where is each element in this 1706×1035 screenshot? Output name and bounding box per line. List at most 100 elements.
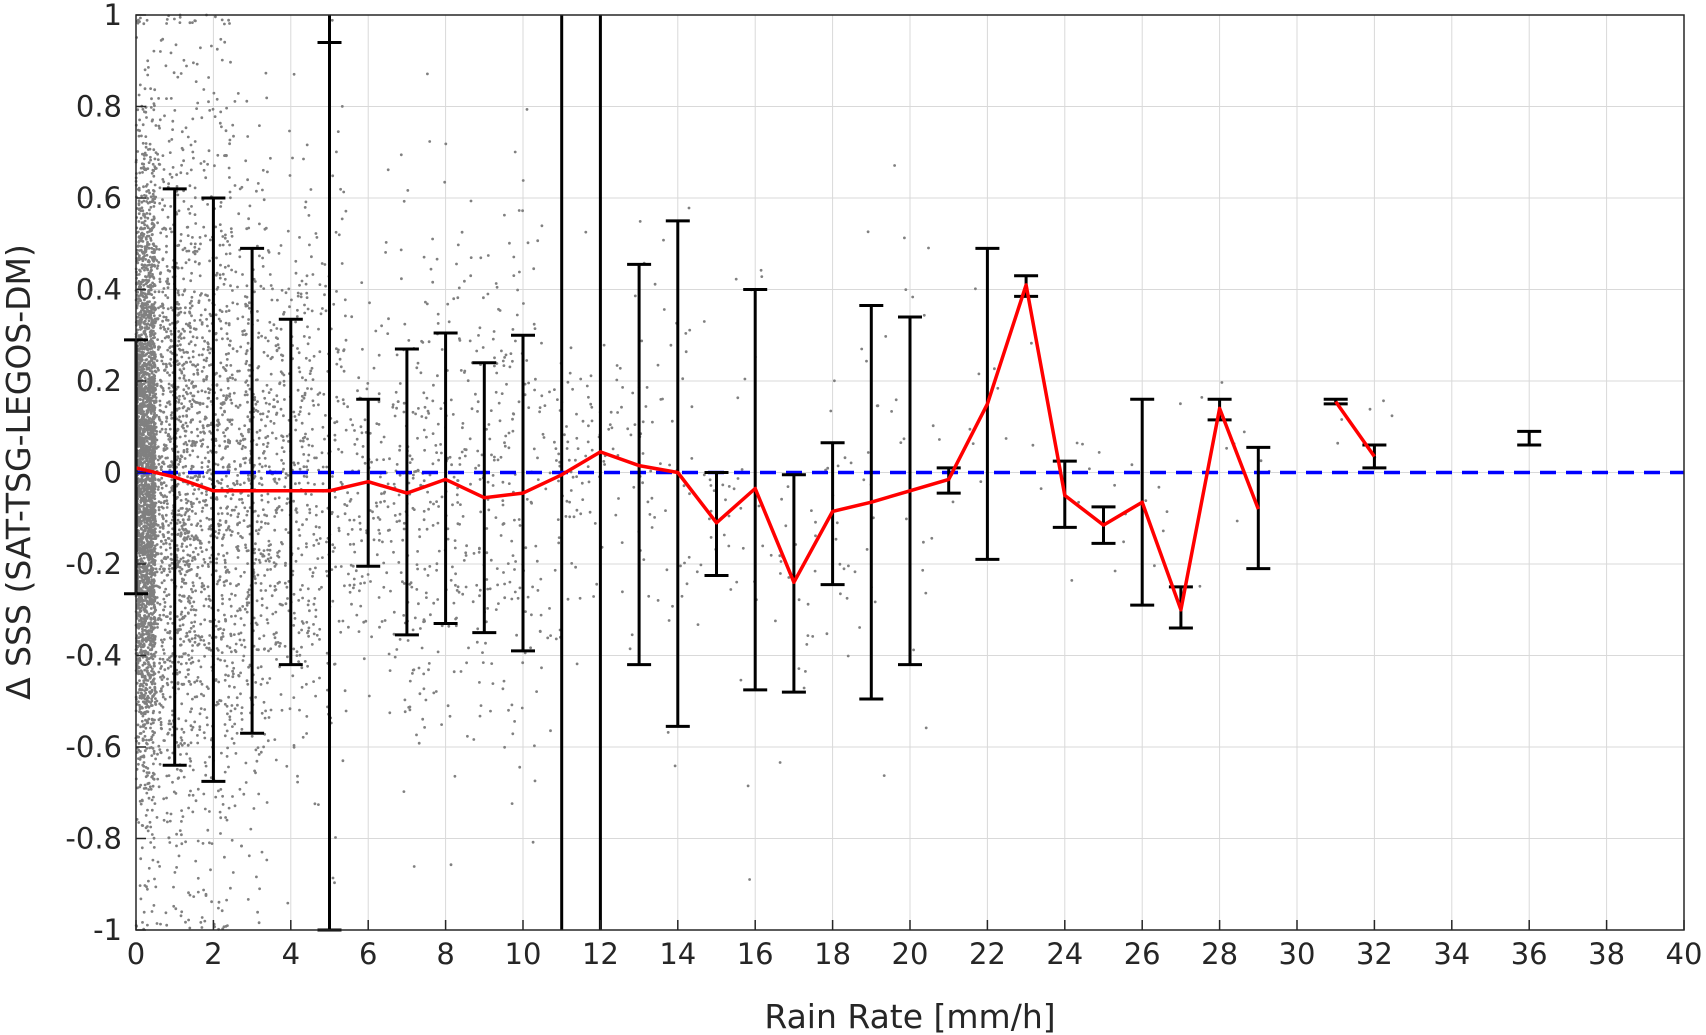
scatter-point <box>189 467 193 471</box>
scatter-point <box>138 118 142 122</box>
scatter-point <box>152 216 156 220</box>
scatter-point <box>136 625 140 629</box>
scatter-point <box>221 465 225 469</box>
scatter-point <box>151 255 155 259</box>
scatter-point <box>269 419 273 423</box>
scatter-point <box>175 173 179 177</box>
scatter-point <box>144 404 148 408</box>
scatter-point <box>224 618 227 621</box>
scatter-point <box>256 182 260 185</box>
scatter-point <box>152 661 156 665</box>
scatter-point <box>159 751 163 755</box>
scatter-point <box>151 784 155 788</box>
scatter-point <box>166 631 170 634</box>
scatter-point <box>139 492 143 496</box>
scatter-point <box>166 502 169 506</box>
scatter-point <box>186 135 190 139</box>
scatter-point <box>157 306 160 310</box>
scatter-point <box>177 491 181 494</box>
scatter-point <box>193 400 196 403</box>
scatter-point <box>158 613 162 617</box>
scatter-point <box>143 215 147 219</box>
scatter-point <box>152 424 156 427</box>
scatter-point <box>225 304 229 308</box>
scatter-point <box>226 445 230 448</box>
scatter-point <box>229 497 233 501</box>
scatter-point <box>150 507 154 511</box>
scatter-point <box>154 151 158 155</box>
scatter-point <box>185 443 189 447</box>
scatter-point <box>190 314 193 318</box>
scatter-point <box>159 491 163 495</box>
scatter-point <box>188 630 191 634</box>
scatter-point <box>235 439 239 443</box>
scatter-point <box>207 687 210 690</box>
scatter-point <box>147 432 150 436</box>
scatter-point <box>146 268 150 272</box>
scatter-point <box>166 677 169 681</box>
scatter-point <box>229 604 233 608</box>
scatter-point <box>206 341 210 344</box>
scatter-point <box>188 764 192 768</box>
scatter-point <box>160 455 164 458</box>
scatter-point <box>207 149 211 153</box>
scatter-point <box>143 68 147 72</box>
scatter-point <box>162 648 165 652</box>
scatter-point <box>144 551 148 555</box>
scatter-point <box>159 675 162 679</box>
scatter-point <box>139 440 143 443</box>
scatter-point <box>226 746 230 750</box>
scatter-point <box>171 321 174 325</box>
scatter-point <box>229 582 232 586</box>
scatter-point <box>223 265 227 269</box>
scatter-point <box>198 728 202 731</box>
scatter-point <box>228 190 232 194</box>
scatter-point <box>144 142 148 145</box>
scatter-point <box>219 327 223 331</box>
scatter-point <box>170 384 174 387</box>
scatter-point <box>228 418 232 422</box>
scatter-point <box>188 562 192 566</box>
scatter-point <box>170 460 174 463</box>
scatter-point <box>220 486 224 490</box>
scatter-point <box>161 695 165 699</box>
scatter-point <box>160 638 163 642</box>
scatter-point <box>216 479 219 483</box>
scatter-point <box>205 503 209 507</box>
scatter-point <box>201 506 205 510</box>
scatter-point <box>220 18 224 22</box>
scatter-point <box>192 584 195 588</box>
scatter-point <box>193 488 197 491</box>
scatter-point <box>230 268 234 272</box>
scatter-point <box>138 603 142 606</box>
scatter-point <box>175 767 179 771</box>
scatter-point <box>193 140 197 143</box>
scatter-point <box>215 582 219 586</box>
scatter-point <box>165 18 169 21</box>
scatter-point <box>222 628 226 632</box>
scatter-point <box>149 338 153 341</box>
scatter-point <box>208 556 212 560</box>
scatter-point <box>140 333 143 337</box>
scatter-point <box>142 283 146 287</box>
scatter-point <box>154 245 158 249</box>
scatter-point <box>219 482 223 485</box>
scatter-point <box>155 267 159 270</box>
scatter-point <box>175 302 179 306</box>
scatter-point <box>208 388 212 391</box>
scatter-point <box>184 379 188 382</box>
scatter-point <box>180 617 184 621</box>
scatter-point <box>200 542 203 545</box>
scatter-point <box>137 411 141 415</box>
scatter-point <box>151 515 155 519</box>
scatter-point <box>140 409 144 413</box>
scatter-point <box>227 438 230 442</box>
scatter-point <box>147 879 150 883</box>
scatter-point <box>139 16 142 20</box>
scatter-point <box>222 431 225 434</box>
scatter-point <box>166 666 170 670</box>
scatter-point <box>223 613 226 617</box>
scatter-point <box>158 711 162 714</box>
scatter-point <box>152 381 156 385</box>
scatter-point <box>266 568 269 572</box>
